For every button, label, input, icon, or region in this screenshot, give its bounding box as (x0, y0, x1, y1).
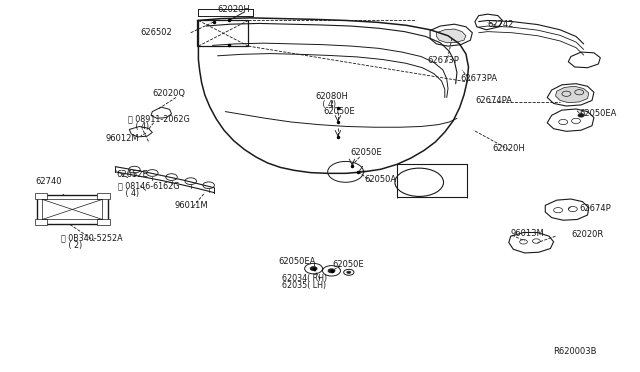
Text: 62050A: 62050A (365, 175, 397, 184)
Text: Ⓢ 08146-6162G: Ⓢ 08146-6162G (118, 182, 180, 190)
Circle shape (347, 271, 351, 273)
Polygon shape (547, 109, 594, 131)
Polygon shape (436, 29, 466, 43)
Polygon shape (556, 86, 589, 103)
Text: 62242: 62242 (488, 20, 514, 29)
Text: 62080H: 62080H (315, 92, 348, 101)
Text: 62034( RH): 62034( RH) (282, 274, 327, 283)
Text: 96012M: 96012M (106, 134, 140, 143)
Text: 62050E: 62050E (323, 107, 355, 116)
Text: ( 4): ( 4) (118, 189, 140, 198)
Text: 62050E: 62050E (351, 148, 382, 157)
Text: 62673P: 62673P (428, 56, 460, 65)
Circle shape (578, 113, 584, 117)
Bar (37, 195, 108, 224)
Text: ( 4): ( 4) (315, 100, 336, 109)
Circle shape (328, 269, 335, 273)
Text: 62674PA: 62674PA (475, 96, 512, 105)
Text: 62020H: 62020H (218, 5, 250, 14)
Text: Ⓢ 0B340-5252A: Ⓢ 0B340-5252A (61, 234, 122, 243)
Text: 62652E: 62652E (116, 170, 148, 179)
Bar (35, 193, 47, 199)
Polygon shape (129, 126, 152, 137)
Text: 62673PA: 62673PA (461, 74, 498, 83)
Text: 96011M: 96011M (174, 201, 208, 210)
Polygon shape (430, 24, 472, 46)
Circle shape (310, 266, 317, 271)
Text: 62050EA: 62050EA (278, 257, 316, 266)
Text: R620003B: R620003B (554, 347, 597, 356)
Text: 626502: 626502 (141, 28, 173, 37)
Text: 62020Q: 62020Q (152, 89, 186, 98)
Text: ( 4): ( 4) (128, 122, 149, 131)
Bar (97, 193, 110, 199)
Polygon shape (151, 107, 172, 118)
Text: 62020H: 62020H (493, 144, 525, 153)
Text: 62035( LH): 62035( LH) (282, 281, 326, 290)
Polygon shape (509, 232, 554, 253)
Bar (97, 219, 110, 225)
Polygon shape (545, 199, 589, 220)
Text: 62740: 62740 (35, 177, 61, 186)
Text: Ⓝ 08911-2062G: Ⓝ 08911-2062G (128, 115, 189, 124)
Text: 62020R: 62020R (571, 230, 603, 239)
Polygon shape (547, 84, 594, 106)
Polygon shape (475, 14, 502, 30)
Bar (35, 219, 47, 225)
Text: 62050EA: 62050EA (579, 109, 616, 118)
Text: 62674P: 62674P (579, 204, 611, 213)
Text: 62050E: 62050E (333, 260, 364, 269)
Text: ( 2): ( 2) (61, 241, 82, 250)
Text: 96013M: 96013M (511, 229, 545, 238)
Polygon shape (568, 52, 600, 68)
